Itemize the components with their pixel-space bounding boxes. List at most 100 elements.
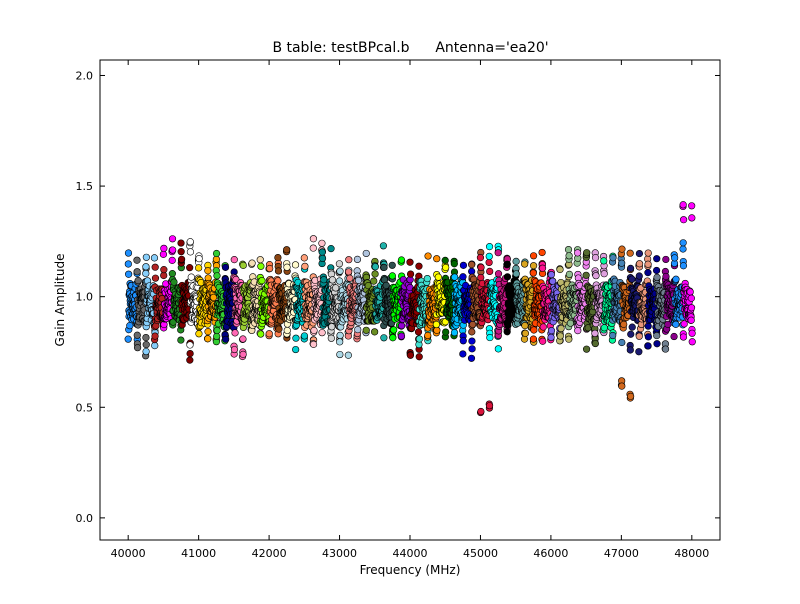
data-point [213,326,221,335]
data-point [371,270,379,278]
data-point [327,334,335,342]
data-point [653,255,661,263]
data-point [283,263,291,271]
data-point [345,256,353,264]
data-point [679,216,688,224]
data-point [212,249,221,258]
data-point [459,273,467,281]
data-point [134,277,142,285]
data-point [142,334,150,342]
data-point [142,253,150,261]
data-point [467,354,476,362]
x-tick-label: 42000 [252,547,287,560]
data-point [371,328,379,336]
data-point [620,320,628,328]
data-point [512,257,520,265]
data-point [336,350,344,359]
data-point [626,249,634,257]
data-point [591,254,600,262]
data-point [390,326,398,334]
data-point [186,356,194,364]
data-point [627,392,635,400]
data-point [380,334,388,342]
data-point [222,335,230,343]
data-point [283,326,291,335]
data-point [670,332,678,341]
data-point [582,345,591,353]
data-point [353,255,362,264]
data-point [494,249,502,257]
x-axis-ticks: 40000 41000 42000 43000 44000 45000 46000 47000… [111,60,709,560]
y-tick-label: 2.0 [76,69,94,82]
x-tick-label: 45000 [463,547,498,560]
data-point [159,250,168,258]
data-point [529,262,538,270]
data-point [539,337,547,345]
data-point [441,256,449,264]
data-point [652,266,661,275]
data-point [503,328,511,336]
data-point [591,339,599,348]
data-point [186,341,194,349]
data-point [354,276,363,284]
data-point [142,269,150,278]
data-point [688,202,696,210]
data-point [635,260,644,268]
data-point [653,273,661,281]
data-point [169,246,177,254]
data-point [239,350,247,358]
data-point [626,346,634,354]
data-point [213,332,221,341]
data-point [354,325,362,334]
data-point [124,260,132,268]
data-point [133,256,141,264]
data-point [477,273,485,282]
data-point [204,328,212,336]
data-point [178,255,186,263]
data-point [256,256,264,264]
data-point [335,260,344,268]
data-point [371,263,379,271]
data-point [468,345,476,353]
data-point [388,261,396,269]
data-point [231,329,239,337]
data-point [628,275,636,283]
data-point [195,255,203,263]
data-point [258,277,266,285]
data-point [397,256,406,264]
chart-title-table: B table: testBPcal.b [272,40,409,56]
data-point [274,267,283,275]
data-point [468,337,476,345]
data-point [168,235,177,243]
data-point [328,323,336,331]
data-point [389,334,397,342]
data-point [318,239,326,247]
data-point [248,259,256,267]
data-point [494,345,502,353]
data-point [688,329,696,337]
data-point [679,201,687,209]
data-point [239,261,247,269]
data-point [344,351,352,359]
data-point [239,335,247,343]
data-point [160,266,168,274]
data-point [582,271,590,279]
data-point [672,320,680,328]
data-point [450,329,459,337]
data-point [521,322,529,330]
data-point [485,402,494,410]
data-point [627,264,635,272]
data-point [414,328,423,336]
data-point [477,407,485,416]
data-point [686,288,694,296]
data-point [142,347,150,356]
x-tick-label: 48000 [674,547,709,560]
data-point [529,252,538,260]
x-tick-label: 46000 [533,547,568,560]
data-point [566,319,575,327]
data-point [679,262,688,270]
data-point [503,273,512,281]
data-point [538,264,547,272]
data-point [653,340,661,348]
data-point [644,260,652,268]
